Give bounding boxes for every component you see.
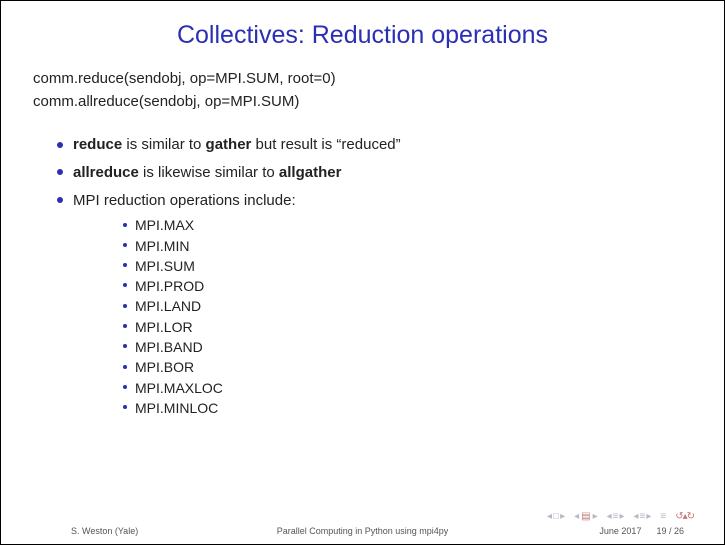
nav-back-subsection-icon[interactable]: ◂≡▸ — [607, 511, 626, 522]
slide-frame: Collectives: Reduction operations comm.r… — [0, 0, 725, 545]
op-name: MPI.LAND — [135, 298, 201, 314]
list-item: MPI.BAND — [123, 337, 724, 357]
nav-section-icon[interactable]: ≡ — [660, 511, 667, 522]
op-name: MPI.MAXLOC — [135, 380, 223, 396]
op-name: MPI.BOR — [135, 359, 194, 375]
text: is similar to — [122, 136, 205, 153]
list-item: MPI.SUM — [123, 256, 724, 276]
text: is likewise similar to — [139, 164, 279, 181]
list-item: MPI reduction operations include: MPI.MA… — [57, 189, 724, 419]
bold-term: allreduce — [73, 164, 139, 181]
footer-page: 19 / 26 — [656, 526, 684, 536]
nav-back-section-icon[interactable]: ◂≡▸ — [634, 511, 653, 522]
nav-back-slide-icon[interactable]: ◂□▸ — [547, 511, 566, 522]
text: but result is “reduced” — [251, 136, 400, 153]
op-name: MPI.PROD — [135, 278, 204, 294]
bold-term: reduce — [73, 136, 122, 153]
bullet-list: reduce is similar to gather but result i… — [1, 133, 724, 418]
bold-term: allgather — [279, 164, 342, 181]
list-item: MPI.MIN — [123, 236, 724, 256]
code-line: comm.allreduce(sendobj, op=MPI.SUM) — [33, 91, 724, 114]
list-item: MPI.LOR — [123, 317, 724, 337]
footer-date: June 2017 — [599, 526, 641, 536]
list-item: MPI.PROD — [123, 276, 724, 296]
sub-list: MPI.MAX MPI.MIN MPI.SUM MPI.PROD MPI.LAN… — [73, 213, 724, 418]
code-example: comm.reduce(sendobj, op=MPI.SUM, root=0)… — [1, 68, 724, 113]
list-item: MPI.LAND — [123, 296, 724, 316]
op-name: MPI.SUM — [135, 258, 195, 274]
list-item: allreduce is likewise similar to allgath… — [57, 161, 724, 186]
footer-right: June 2017 19 / 26 — [599, 526, 684, 536]
beamer-nav-icons: ◂□▸ ◂▤▸ ◂≡▸ ◂≡▸ ≡ ↺▴↻ — [547, 511, 694, 522]
list-item: MPI.MINLOC — [123, 398, 724, 418]
op-name: MPI.MINLOC — [135, 400, 218, 416]
list-item: reduce is similar to gather but result i… — [57, 133, 724, 158]
nav-back-frame-icon[interactable]: ◂▤▸ — [574, 511, 599, 522]
list-item: MPI.BOR — [123, 357, 724, 377]
nav-loop-icon[interactable]: ↺▴↻ — [675, 511, 694, 522]
list-item: MPI.MAXLOC — [123, 378, 724, 398]
op-name: MPI.MIN — [135, 238, 189, 254]
op-name: MPI.BAND — [135, 339, 203, 355]
text: MPI reduction operations include: — [73, 192, 296, 209]
op-name: MPI.LOR — [135, 319, 193, 335]
slide-title: Collectives: Reduction operations — [1, 1, 724, 68]
code-line: comm.reduce(sendobj, op=MPI.SUM, root=0) — [33, 68, 724, 91]
list-item: MPI.MAX — [123, 215, 724, 235]
bold-term: gather — [206, 136, 252, 153]
op-name: MPI.MAX — [135, 217, 194, 233]
